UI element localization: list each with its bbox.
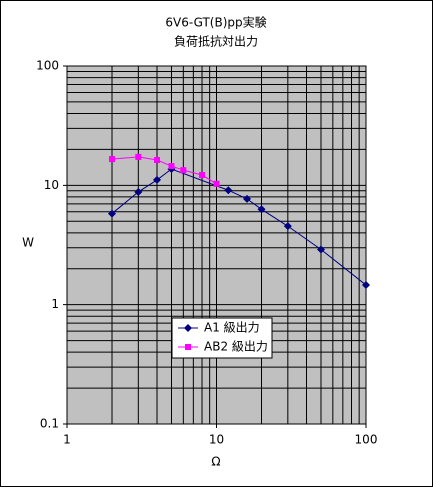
series-line: [111, 168, 367, 286]
marker: [213, 180, 220, 187]
y-tick-label: 1: [51, 297, 59, 311]
marker: [184, 324, 192, 332]
chart-title: 6V6-GT(B)pp実験: [165, 15, 266, 30]
x-tick-label: 10: [209, 433, 224, 447]
marker: [154, 157, 161, 164]
legend-label: AB2 級出力: [204, 340, 268, 354]
marker: [257, 205, 266, 214]
y-tick-label: 0.1: [40, 417, 59, 431]
marker: [109, 156, 116, 163]
marker: [185, 344, 191, 350]
y-tick-label: 100: [36, 59, 59, 73]
y-tick-label: 10: [44, 178, 59, 192]
marker: [224, 186, 233, 195]
marker: [180, 167, 187, 174]
chart-subtitle: 負荷抵抗対出力: [174, 34, 258, 49]
x-axis-label: Ω: [211, 455, 220, 469]
marker: [283, 222, 292, 231]
marker: [199, 172, 206, 179]
marker: [243, 194, 252, 203]
marker: [316, 245, 325, 254]
x-tick-label: 100: [355, 433, 378, 447]
marker: [135, 153, 142, 160]
marker: [108, 209, 117, 218]
marker: [362, 281, 370, 290]
x-tick-label: 1: [63, 433, 71, 447]
marker: [153, 175, 162, 184]
marker: [134, 187, 143, 196]
legend-label: A1 級出力: [204, 321, 260, 335]
legend: A1 級出力 AB2 級出力: [171, 317, 273, 359]
marker: [168, 163, 175, 170]
y-axis-label: W: [22, 236, 34, 250]
legend-box: [171, 317, 273, 359]
